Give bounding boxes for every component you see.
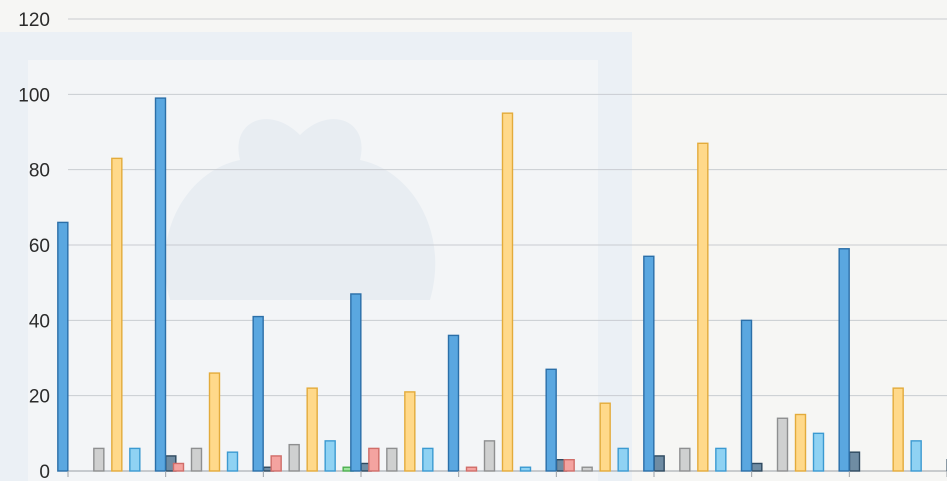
y-tick-label: 40 (29, 311, 50, 332)
bar-series2-group6 (563, 459, 575, 472)
bar-series1-group5 (447, 334, 460, 472)
watermark-crown-icon (164, 119, 436, 301)
y-tick-label: 60 (29, 236, 50, 257)
bar-series4-group6 (599, 402, 611, 472)
bar-series1-group2 (154, 97, 167, 472)
bar-series1-group4 (350, 293, 362, 472)
bar-series4-group2 (208, 372, 221, 472)
y-tick-label: 120 (18, 10, 50, 31)
bar-series3-group6 (581, 466, 593, 472)
bar-series2-group3 (270, 455, 282, 472)
bar-series1-group1 (57, 221, 69, 472)
x-axis-tick-marks (67, 471, 947, 477)
bar-series3-group2 (190, 447, 203, 472)
bar-series2-group2 (172, 462, 185, 472)
bar-series4-group9 (892, 387, 904, 472)
bar-series3-group1 (93, 447, 105, 472)
bars (57, 97, 947, 472)
y-tick-label: 100 (18, 85, 50, 106)
bar-series4-group3 (306, 387, 318, 472)
bar-series7-group8 (848, 451, 861, 472)
bar-series5-group9 (910, 440, 922, 472)
bar-series7-group7 (751, 462, 763, 472)
y-tick-label: 80 (29, 161, 50, 182)
bar-series3-group3 (288, 443, 300, 472)
bar-series1-group7 (643, 255, 655, 472)
bar-series4-group5 (501, 112, 514, 472)
bar-series2-group5 (465, 466, 478, 472)
bar-series3-group4 (386, 447, 398, 472)
bar-series3-group7 (679, 447, 691, 472)
bar-series1-group6 (545, 368, 557, 472)
bar-series7-group6 (653, 455, 665, 472)
bar-series1-group3 (252, 315, 264, 472)
bar-series1-group9 (838, 248, 850, 472)
y-tick-label: 0 (39, 462, 50, 481)
bar-series5-group5 (519, 466, 532, 472)
bar-series4-group4 (404, 391, 416, 472)
y-axis-ticks: 0 20 40 60 80 100 120 (18, 10, 50, 481)
bar-series4-group7 (697, 142, 709, 472)
bar-series5-group1 (129, 447, 141, 472)
bar-series5-group8 (812, 432, 825, 472)
bar-series2-group4 (368, 447, 380, 472)
bar-series5-group2 (226, 451, 239, 472)
y-tick-label: 20 (29, 387, 50, 408)
bar-series1-group8 (740, 319, 753, 472)
bar-series4-group8 (794, 413, 807, 472)
bar-series3-group8 (776, 417, 789, 472)
bar-series5-group3 (324, 440, 336, 472)
bar-series4-group1 (111, 157, 123, 472)
bar-series5-group4 (422, 447, 434, 472)
bar-series5-group7 (715, 447, 727, 472)
bar-series5-group6 (617, 447, 629, 472)
bar-series3-group5 (483, 440, 496, 472)
